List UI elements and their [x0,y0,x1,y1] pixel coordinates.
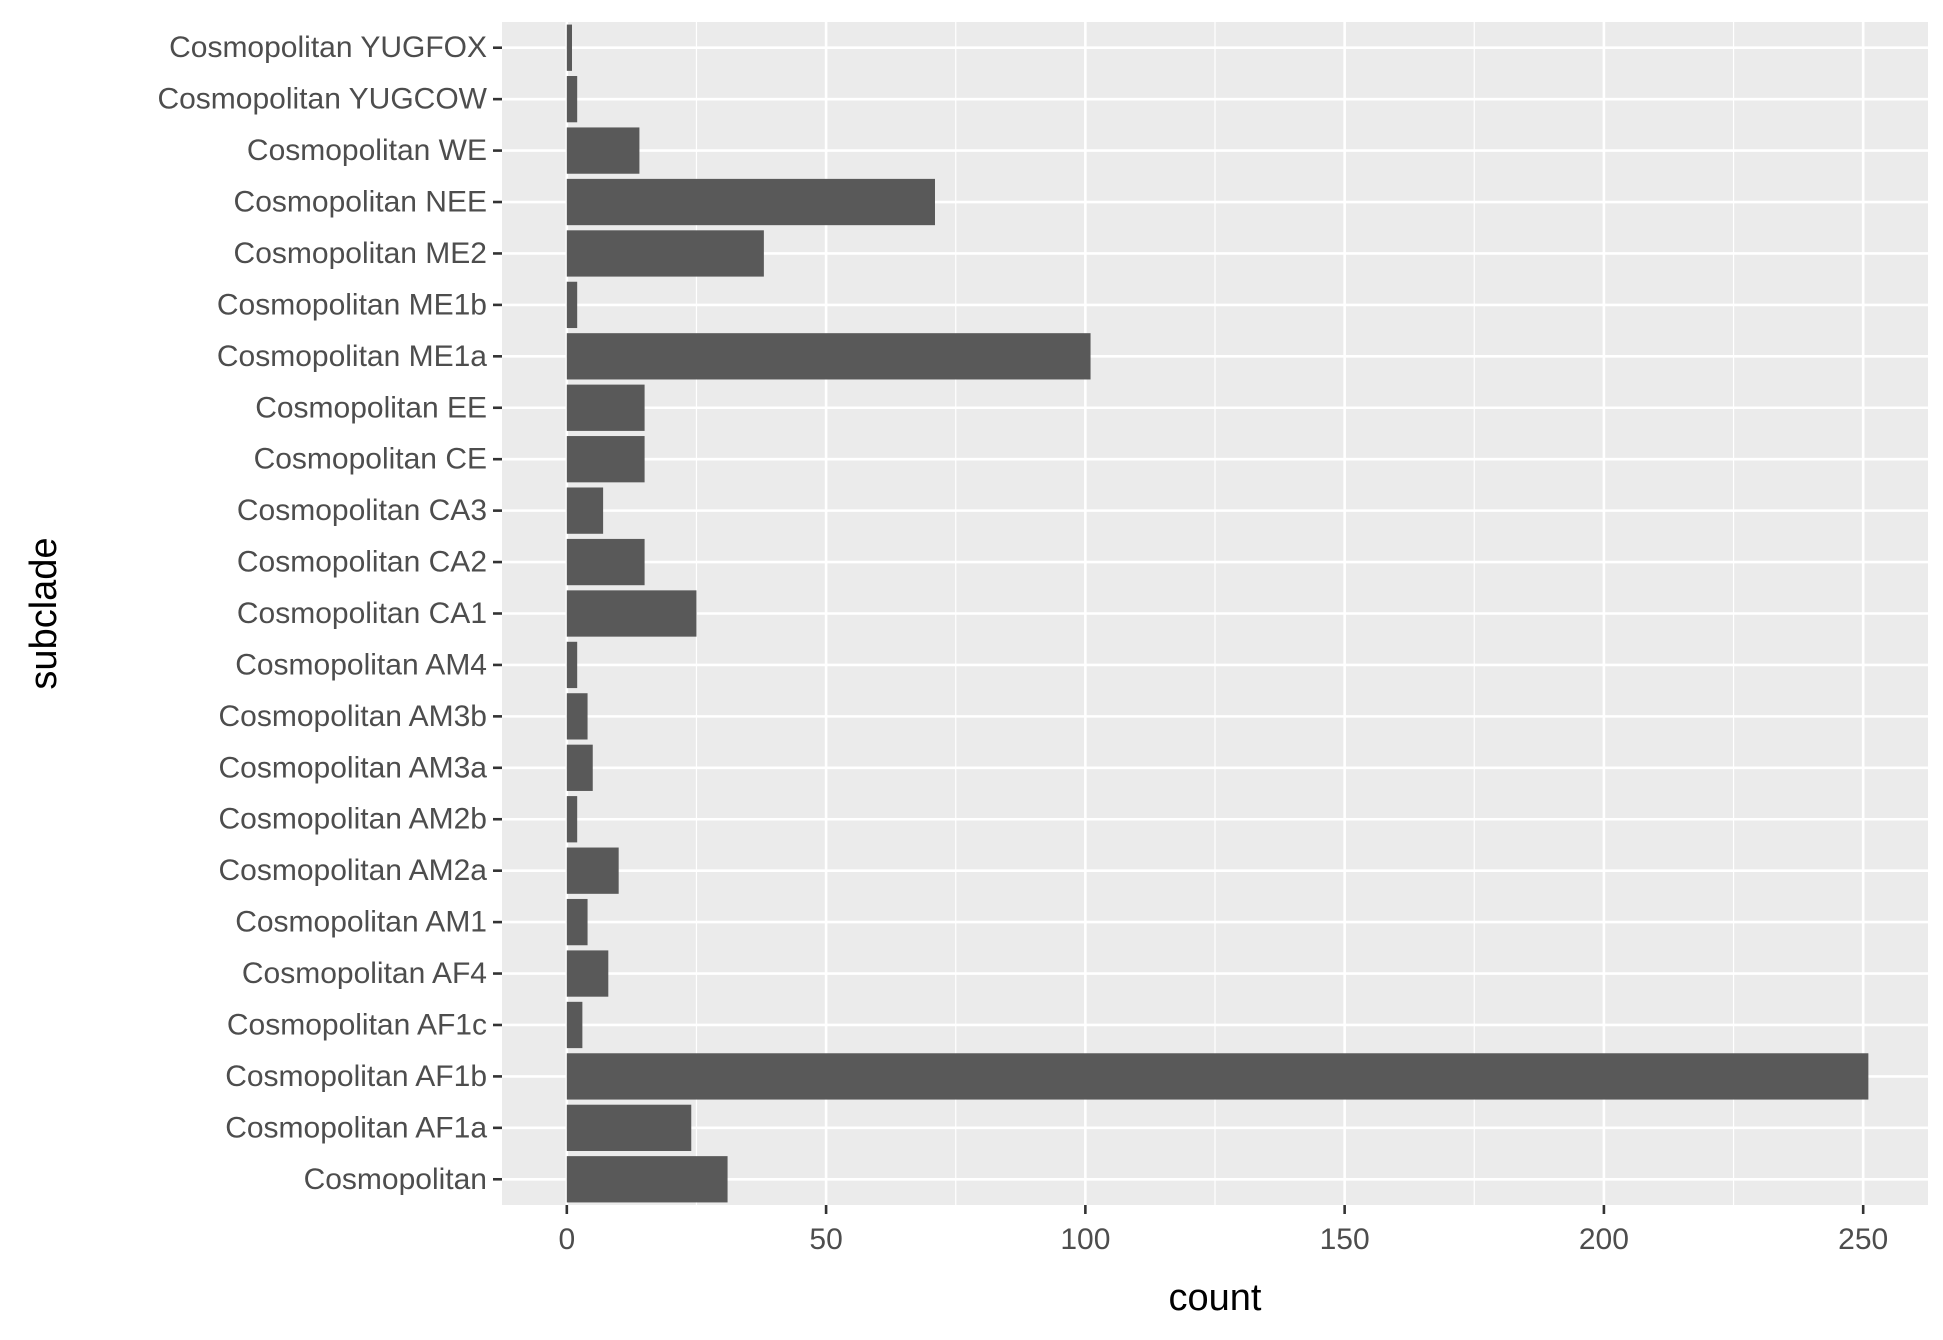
bar-cosmopolitan-af1a [566,1104,692,1151]
bar-cosmopolitan-ca3 [566,487,604,534]
y-tick-label: Cosmopolitan AM2a [219,854,488,887]
bar-cosmopolitan-am2b [566,796,578,843]
bar-cosmopolitan-nee [566,178,935,226]
y-tick-label: Cosmopolitan CA3 [237,494,487,527]
y-tick-label: Cosmopolitan YUGFOX [169,31,487,64]
y-tick-label: Cosmopolitan CA2 [237,546,487,579]
bar-cosmopolitan-ca1 [566,590,697,637]
y-tick-label: Cosmopolitan ME1b [217,288,487,321]
y-tick-label: Cosmopolitan ME1a [217,340,487,373]
bars [566,24,1869,1203]
x-tick-label: 100 [1060,1223,1110,1256]
bar-cosmopolitan-ca2 [566,538,645,586]
bar-cosmopolitan-am3b [566,693,588,740]
y-axis: Cosmopolitan YUGFOX Cosmopolitan YUGCOW Co… [157,31,502,1196]
x-tick-label: 250 [1838,1223,1888,1256]
y-tick-label: Cosmopolitan AM2b [219,803,487,836]
bar-cosmopolitan-am2a [566,847,619,894]
y-tick-label: Cosmopolitan AM3a [219,751,488,784]
x-tick-label: 150 [1320,1223,1370,1256]
bar-cosmopolitan [566,1156,728,1203]
y-tick-label: Cosmopolitan AF1a [225,1111,487,1144]
bar-cosmopolitan-am4 [566,641,578,689]
y-tick-label: Cosmopolitan [304,1163,487,1196]
bar-cosmopolitan-me2 [566,230,764,277]
bar-cosmopolitan-af4 [566,950,609,997]
y-tick-label: Cosmopolitan CA1 [237,597,487,630]
bar-cosmopolitan-yugcow [566,76,578,123]
bar-cosmopolitan-am1 [566,898,588,946]
bar-cosmopolitan-ce [566,436,645,483]
bar-cosmopolitan-me1b [566,281,578,329]
y-tick-label: Cosmopolitan NEE [234,186,487,219]
x-tick-label: 200 [1579,1223,1629,1256]
bar-cosmopolitan-am3a [566,744,593,791]
y-tick-label: Cosmopolitan CE [254,443,487,476]
bar-cosmopolitan-af1c [566,1001,583,1049]
y-tick-label: Cosmopolitan AF4 [242,957,487,990]
bar-cosmopolitan-yugfox [566,24,573,71]
y-tick-label: Cosmopolitan YUGCOW [157,83,487,116]
y-tick-label: Cosmopolitan AF1c [227,1008,487,1041]
bar-cosmopolitan-me1a [566,333,1091,380]
y-tick-label: Cosmopolitan AM3b [219,700,487,733]
bar-cosmopolitan-af1b [566,1053,1869,1100]
x-tick-label: 0 [558,1223,575,1256]
y-tick-label: Cosmopolitan AM1 [235,906,487,939]
y-tick-label: Cosmopolitan AF1b [225,1060,487,1093]
x-axis: 0 50 100 150 200 250 [558,1205,1888,1256]
bar-cosmopolitan-we [566,127,640,174]
y-tick-label: Cosmopolitan AM4 [235,648,487,681]
bar-cosmopolitan-ee [566,384,645,431]
y-tick-label: Cosmopolitan WE [247,134,487,167]
y-tick-label: Cosmopolitan EE [255,391,487,424]
y-axis-title: subclade [23,537,65,689]
x-tick-label: 50 [809,1223,842,1256]
y-tick-label: Cosmopolitan ME2 [234,237,487,270]
x-axis-title: count [1169,1277,1262,1319]
